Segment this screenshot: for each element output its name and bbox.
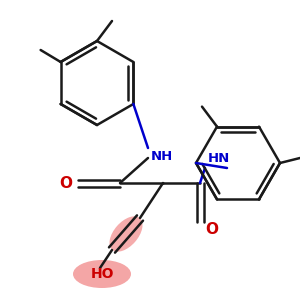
Text: O: O xyxy=(205,223,218,238)
Text: O: O xyxy=(59,176,72,190)
Ellipse shape xyxy=(73,260,131,288)
Text: NH: NH xyxy=(151,150,173,163)
Text: HN: HN xyxy=(208,152,230,165)
Text: HO: HO xyxy=(90,267,114,281)
Ellipse shape xyxy=(110,216,142,252)
